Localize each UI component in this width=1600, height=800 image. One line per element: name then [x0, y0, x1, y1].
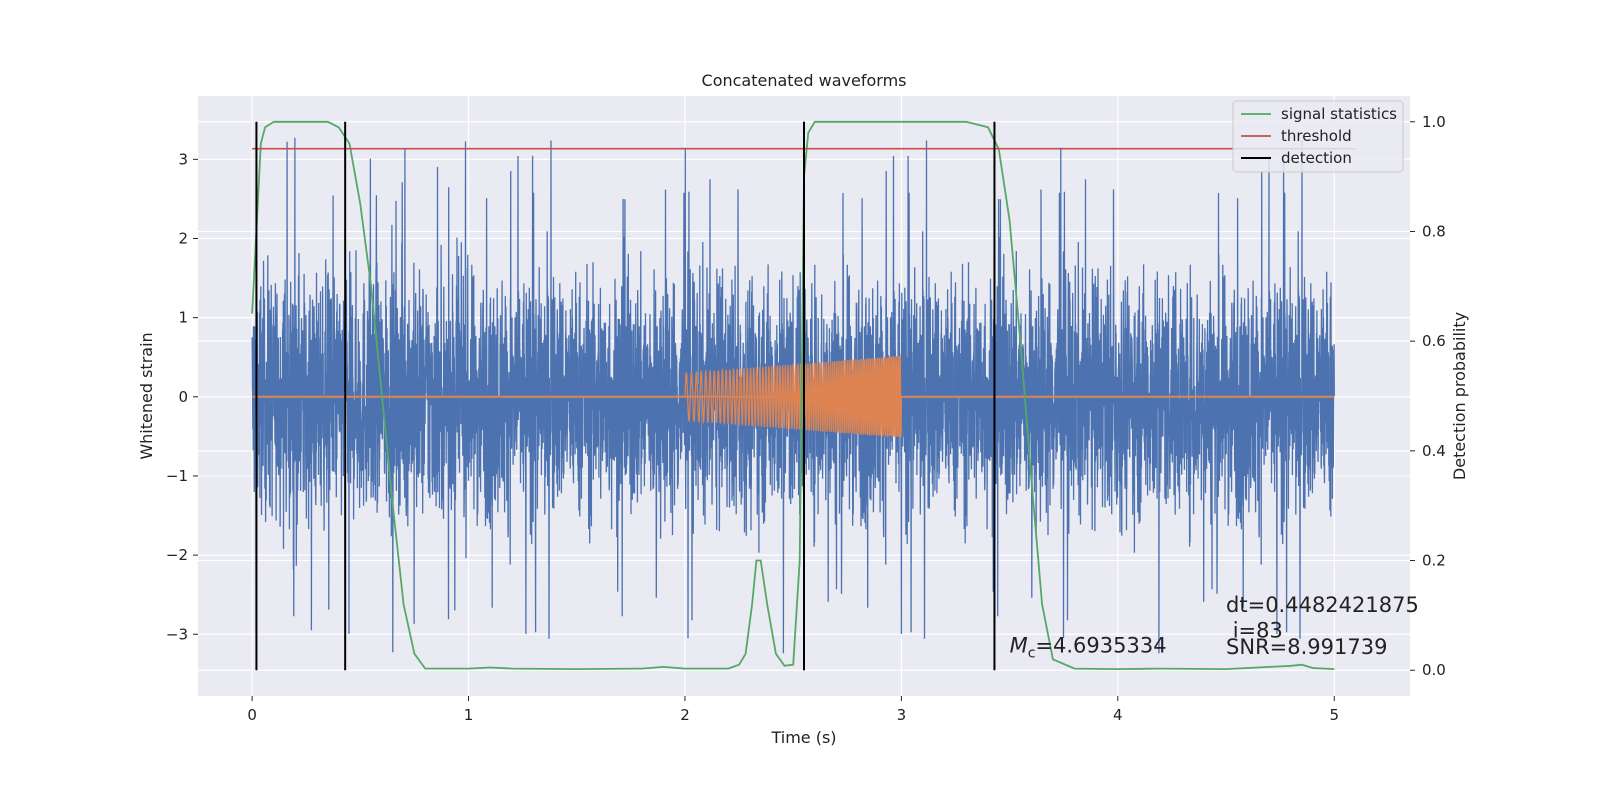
y2-tick-label: 0.0 — [1422, 661, 1446, 679]
chirp-line — [684, 355, 903, 438]
x-tick-label: 1 — [464, 706, 474, 724]
x-tick-label: 2 — [680, 706, 690, 724]
legend-label: threshold — [1281, 127, 1352, 145]
y-tick-label: 2 — [178, 229, 188, 247]
axis-ticks: 0 1 2 3 4 5 −3 −2 −1 0 1 2 3 0.0 0.2 0.4 0.6 0.8 1.0 — [166, 113, 1446, 724]
x-tick-label: 4 — [1113, 706, 1123, 724]
x-tick-label: 5 — [1329, 706, 1339, 724]
x-tick-label: 0 — [247, 706, 257, 724]
annotation-text: Mc=4.6935334 — [1010, 633, 1167, 661]
legend-box — [1232, 100, 1404, 173]
signal-statistics-series — [251, 120, 1335, 671]
y-tick-label: −2 — [166, 546, 188, 564]
y-tick-label: −3 — [166, 625, 188, 643]
x-tick-label: 3 — [897, 706, 907, 724]
detection-lines — [255, 121, 996, 671]
x-axis-label: Time (s) — [770, 728, 836, 747]
legend-label: detection — [1281, 149, 1352, 167]
y2-tick-label: 0.4 — [1422, 442, 1446, 460]
y2-tick-label: 1.0 — [1422, 113, 1446, 131]
legend: signal statistics threshold detection — [1232, 100, 1404, 173]
y2-tick-label: 0.6 — [1422, 332, 1446, 350]
annotation-text: SNR=8.991739 — [1226, 635, 1387, 659]
y2-tick-label: 0.8 — [1422, 222, 1446, 240]
y-axis-label: Whitened strain — [137, 332, 156, 459]
chart-title: Concatenated waveforms — [702, 71, 907, 90]
y2-axis-label: Detection probability — [1450, 312, 1469, 480]
annotation-text: i=83 — [1226, 618, 1283, 642]
y-tick-label: 1 — [178, 309, 188, 327]
chirp-series — [252, 355, 1335, 438]
y-tick-label: 3 — [178, 150, 188, 168]
y-tick-label: −1 — [166, 467, 188, 485]
y-tick-label: 0 — [178, 388, 188, 406]
annotation-text: dt=0.4482421875 — [1226, 593, 1419, 617]
legend-label: signal statistics — [1281, 105, 1397, 123]
signal-statistics-line — [251, 120, 1335, 671]
y2-tick-label: 0.2 — [1422, 552, 1446, 570]
